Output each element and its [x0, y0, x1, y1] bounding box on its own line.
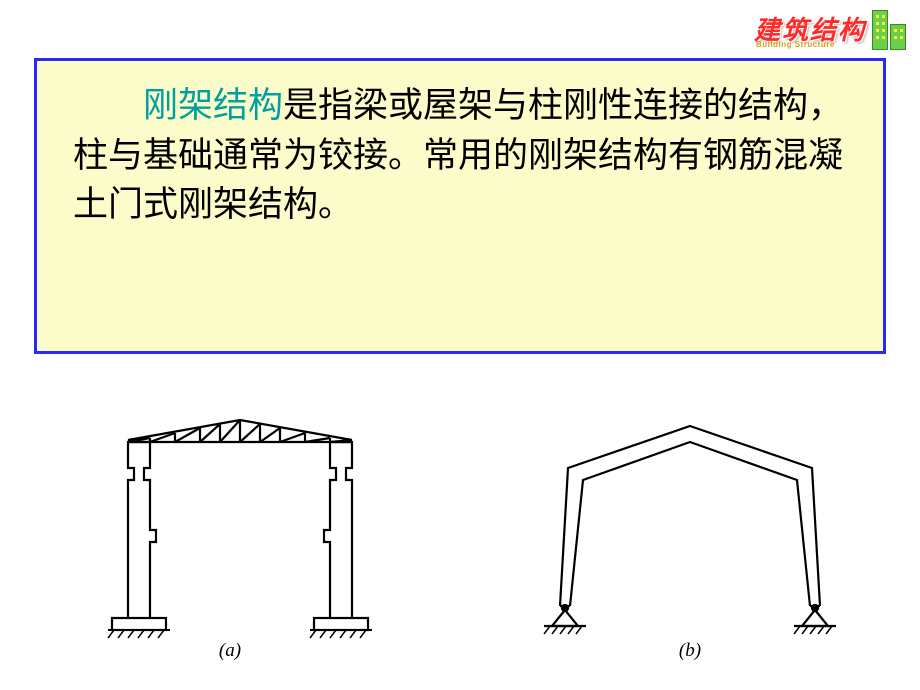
body-paragraph: 刚架结构是指梁或屋架与柱刚性连接的结构，柱与基础通常为铰接。常用的刚架结构有钢筋…	[73, 81, 847, 230]
logo-building-icon	[870, 6, 910, 50]
logo: 建筑结构 Building Structure	[754, 6, 910, 50]
content-box: 刚架结构是指梁或屋架与柱刚性连接的结构，柱与基础通常为铰接。常用的刚架结构有钢筋…	[34, 58, 886, 354]
highlight-term: 刚架结构	[143, 86, 283, 125]
frame-b-icon	[460, 390, 920, 650]
diagram-b: (b)	[460, 390, 920, 670]
logo-subtitle: Building Structure	[756, 40, 835, 49]
frame-a-icon	[0, 390, 460, 650]
diagram-b-label: (b)	[679, 640, 701, 662]
diagram-a: (a)	[0, 390, 460, 670]
diagrams-row: (a)	[0, 390, 920, 670]
diagram-a-label: (a)	[219, 640, 241, 662]
